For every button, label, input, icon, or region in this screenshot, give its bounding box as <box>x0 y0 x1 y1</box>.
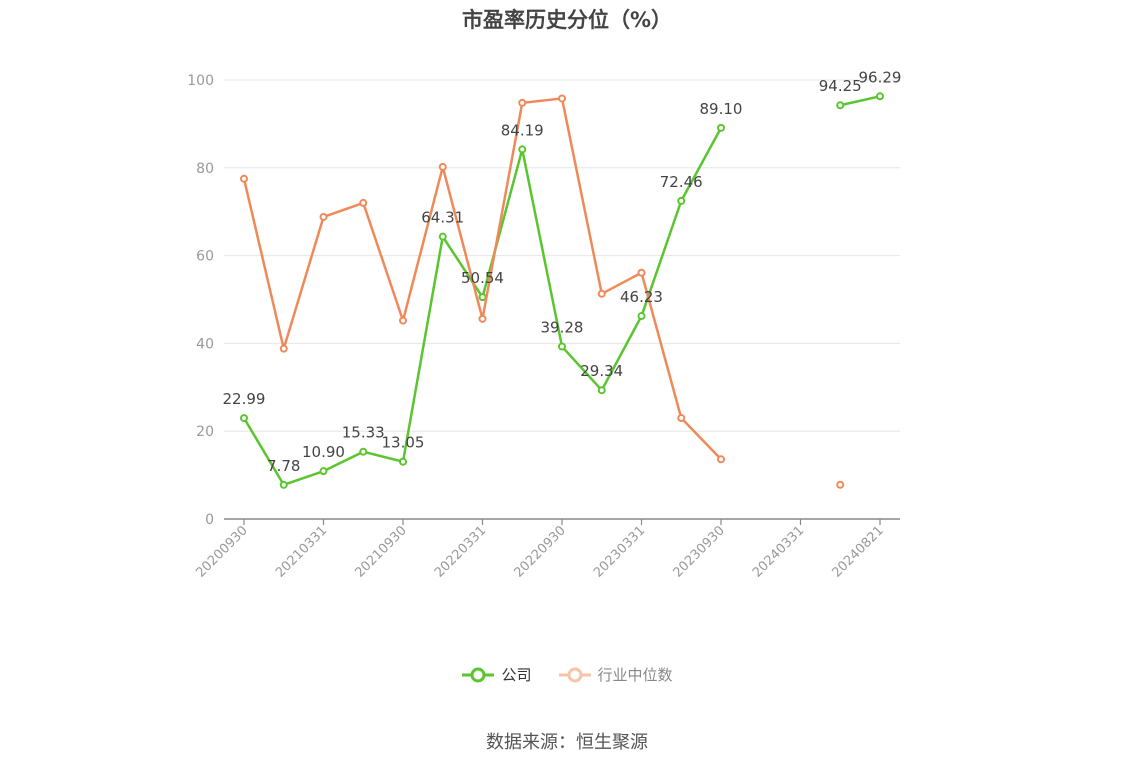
x-tick-label: 20230930 <box>670 523 727 580</box>
legend-line-circle-icon <box>558 667 591 682</box>
pe-percentile-chart: 0 20 40 60 80 100 20200930 20210331 20210930 2022… <box>187 68 902 580</box>
data-label: 7.78 <box>267 457 300 475</box>
data-label: 13.05 <box>382 434 425 452</box>
data-point-industry <box>677 414 686 423</box>
data-point-company <box>677 196 686 205</box>
y-tick-label: 20 <box>196 424 214 440</box>
data-point-company <box>836 101 845 110</box>
chart-title: 市盈率历史分位（%） <box>461 8 673 32</box>
legend-label-company: 公司 <box>501 666 532 684</box>
data-label: 96.29 <box>859 68 902 86</box>
x-tick-label: 20210331 <box>273 523 330 580</box>
data-label: 89.10 <box>700 100 743 118</box>
data-point-industry <box>359 198 368 207</box>
data-point-industry <box>319 212 328 221</box>
chart-legend: 公司 行业中位数 <box>0 664 1134 685</box>
data-point-industry <box>438 162 447 171</box>
data-label: 29.34 <box>580 362 623 380</box>
data-point-company <box>319 467 328 476</box>
data-point-industry <box>478 314 487 323</box>
data-label: 50.54 <box>461 269 504 287</box>
data-label: 94.25 <box>819 77 862 95</box>
x-tick-label: 20220331 <box>432 523 489 580</box>
data-point-company <box>478 293 487 302</box>
y-tick-label: 80 <box>196 161 214 177</box>
data-point-industry <box>399 316 407 325</box>
series-line-company <box>839 95 881 107</box>
y-tick-label: 60 <box>196 249 214 265</box>
y-tick-label: 100 <box>187 73 214 89</box>
x-tick-label: 20210930 <box>352 523 409 580</box>
data-point-industry <box>637 268 646 277</box>
y-tick-label: 0 <box>205 512 214 528</box>
x-tick-label: 20240821 <box>829 523 886 580</box>
data-label: 72.46 <box>660 173 703 191</box>
data-point-company <box>876 92 884 101</box>
data-point-company <box>558 342 566 351</box>
x-tick-label: 20230331 <box>591 523 648 580</box>
legend-item-company[interactable]: 公司 <box>461 664 532 685</box>
data-point-industry <box>836 480 845 489</box>
data-label: 10.90 <box>302 443 345 461</box>
y-tick-label: 40 <box>196 336 214 352</box>
data-label: 84.19 <box>501 121 544 139</box>
data-point-industry <box>597 289 606 298</box>
data-point-industry <box>518 98 527 107</box>
data-point-industry <box>717 455 725 464</box>
legend-item-industry[interactable]: 行业中位数 <box>558 664 673 685</box>
x-tick-label: 20240331 <box>750 523 807 580</box>
data-point-company <box>399 457 407 466</box>
data-point-industry <box>240 174 248 183</box>
data-label: 46.23 <box>620 288 663 306</box>
data-point-company <box>359 447 368 456</box>
data-source-note: 数据来源：恒生聚源 <box>486 732 648 753</box>
data-point-company <box>637 312 646 321</box>
data-point-company <box>438 232 447 241</box>
data-point-company <box>518 145 527 154</box>
data-point-company <box>279 480 288 489</box>
x-tick-label: 20220930 <box>511 523 568 580</box>
legend-label-industry: 行业中位数 <box>597 666 673 684</box>
legend-line-circle-icon <box>462 667 495 682</box>
data-point-industry <box>279 344 288 353</box>
data-label: 15.33 <box>342 424 385 442</box>
data-point-company <box>597 386 606 395</box>
x-tick-label: 20200930 <box>193 523 250 580</box>
data-label: 64.31 <box>421 209 464 227</box>
data-point-company <box>717 123 725 132</box>
data-label: 39.28 <box>541 319 584 337</box>
data-point-industry <box>558 94 566 103</box>
data-label: 22.99 <box>223 390 266 408</box>
data-point-company <box>240 414 248 423</box>
